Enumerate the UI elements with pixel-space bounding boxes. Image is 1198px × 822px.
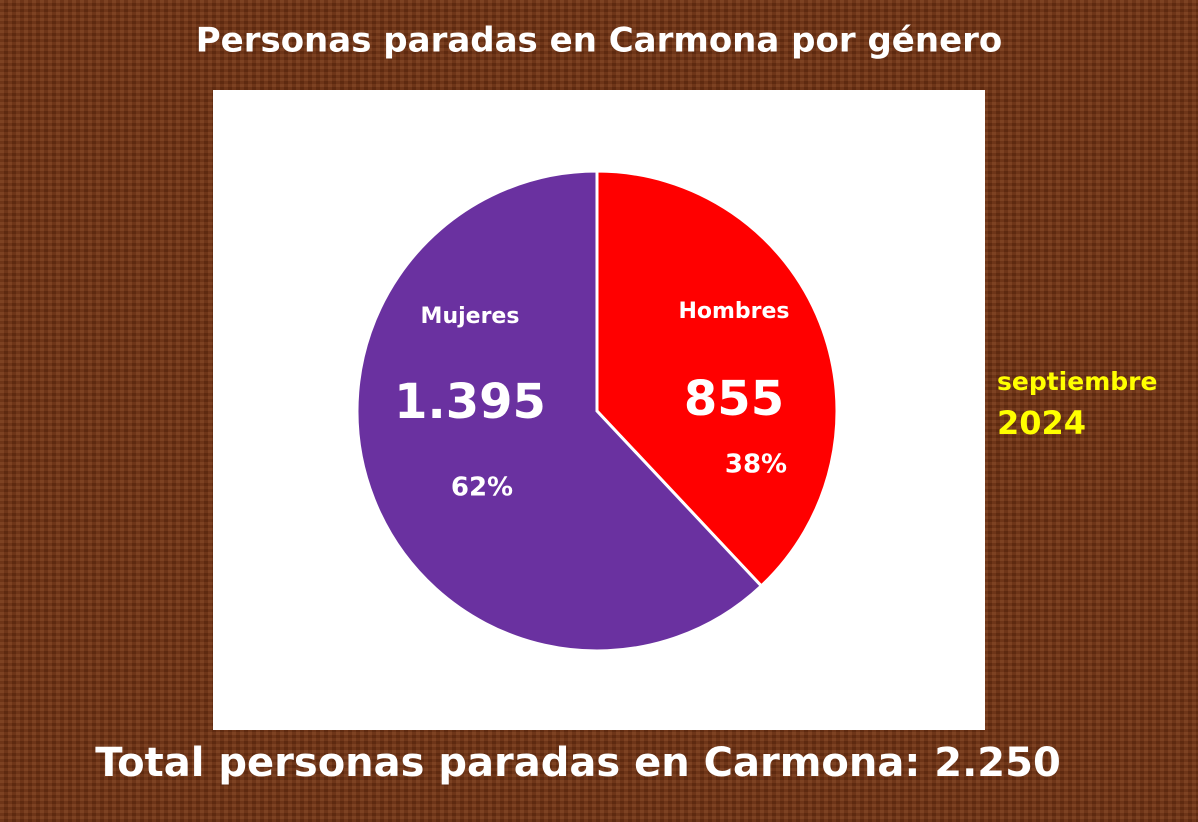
chart-title: Personas paradas en Carmona por género (196, 21, 1003, 61)
percent-label: 38% (725, 450, 787, 480)
pie-slice (355, 169, 764, 653)
total-value: 2.250 (934, 740, 1061, 786)
slice-label: Mujeres (421, 304, 520, 329)
total-line: Total personas paradas en Carmona: 2.250 (95, 740, 1061, 786)
slice-label: Hombres (678, 299, 789, 324)
total-caption: Total personas paradas en Carmona: (95, 740, 920, 786)
period-year: 2024 (997, 404, 1086, 442)
pie-slice (595, 169, 839, 589)
period-month: septiembre (997, 367, 1157, 396)
value-label: 855 (684, 371, 784, 427)
percent-label: 62% (451, 473, 513, 503)
value-label: 1.395 (394, 374, 546, 430)
